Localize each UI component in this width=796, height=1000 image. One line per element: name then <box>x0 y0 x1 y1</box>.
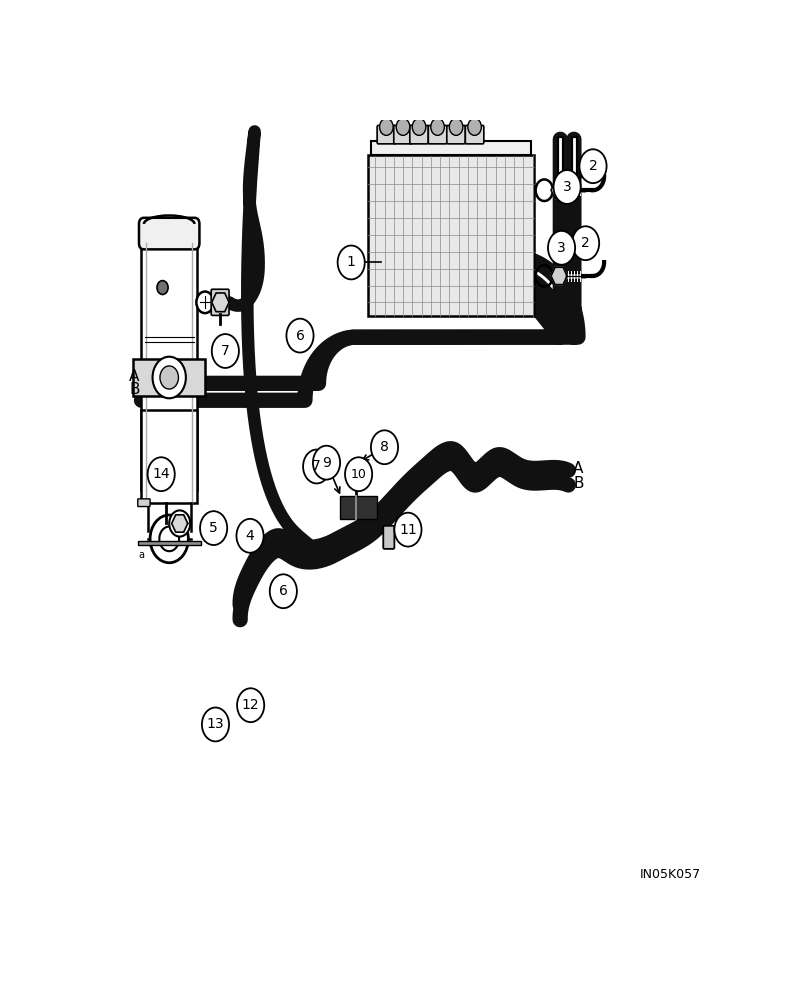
Circle shape <box>371 430 398 464</box>
FancyBboxPatch shape <box>377 125 396 144</box>
FancyBboxPatch shape <box>142 410 197 503</box>
Text: 2: 2 <box>581 236 590 250</box>
FancyBboxPatch shape <box>368 155 534 316</box>
FancyBboxPatch shape <box>447 125 466 144</box>
FancyBboxPatch shape <box>384 526 394 549</box>
Text: 14: 14 <box>152 467 170 481</box>
Text: 5: 5 <box>209 521 218 535</box>
FancyBboxPatch shape <box>466 125 484 144</box>
Text: A: A <box>573 461 583 476</box>
Circle shape <box>202 708 229 741</box>
Circle shape <box>197 292 213 313</box>
Polygon shape <box>551 267 567 285</box>
Circle shape <box>303 450 330 483</box>
Circle shape <box>160 366 178 389</box>
Circle shape <box>449 118 462 135</box>
Circle shape <box>548 231 576 265</box>
Circle shape <box>553 170 581 204</box>
FancyBboxPatch shape <box>394 125 412 144</box>
FancyBboxPatch shape <box>139 218 200 249</box>
Circle shape <box>396 118 410 135</box>
Text: A: A <box>129 369 139 384</box>
Circle shape <box>313 446 340 480</box>
Circle shape <box>147 457 175 491</box>
Circle shape <box>237 688 264 722</box>
Circle shape <box>579 149 607 183</box>
FancyBboxPatch shape <box>371 141 531 155</box>
Circle shape <box>153 357 185 398</box>
Text: B: B <box>129 382 139 397</box>
Circle shape <box>338 246 365 279</box>
Circle shape <box>270 574 297 608</box>
Text: IN05K057: IN05K057 <box>640 868 701 881</box>
Text: 1: 1 <box>347 255 356 269</box>
Text: 4: 4 <box>246 529 255 543</box>
Circle shape <box>170 510 190 537</box>
Circle shape <box>345 457 373 491</box>
Circle shape <box>380 118 393 135</box>
Circle shape <box>236 519 263 553</box>
FancyBboxPatch shape <box>138 499 150 507</box>
Circle shape <box>157 281 168 294</box>
Text: 2: 2 <box>589 159 597 173</box>
FancyBboxPatch shape <box>211 289 229 315</box>
Polygon shape <box>212 293 229 312</box>
FancyBboxPatch shape <box>410 125 428 144</box>
FancyBboxPatch shape <box>340 496 377 519</box>
Circle shape <box>150 515 189 563</box>
Text: 6: 6 <box>279 584 288 598</box>
Circle shape <box>572 226 599 260</box>
Circle shape <box>468 118 482 135</box>
FancyBboxPatch shape <box>142 243 197 490</box>
FancyBboxPatch shape <box>428 125 447 144</box>
Polygon shape <box>551 182 567 199</box>
Polygon shape <box>172 515 188 532</box>
Text: 3: 3 <box>557 241 566 255</box>
Circle shape <box>159 527 179 551</box>
Text: 12: 12 <box>242 698 259 712</box>
Circle shape <box>431 118 444 135</box>
Text: 10: 10 <box>351 468 366 481</box>
FancyBboxPatch shape <box>134 359 205 396</box>
Text: 6: 6 <box>295 329 304 343</box>
Text: 3: 3 <box>563 180 572 194</box>
Text: 13: 13 <box>207 717 224 731</box>
Circle shape <box>212 334 239 368</box>
Text: a: a <box>139 550 144 560</box>
Circle shape <box>287 319 314 353</box>
Text: 7: 7 <box>312 460 321 474</box>
Text: 9: 9 <box>322 456 331 470</box>
FancyBboxPatch shape <box>138 541 201 545</box>
Circle shape <box>412 118 426 135</box>
Text: 7: 7 <box>221 344 230 358</box>
Text: 11: 11 <box>399 523 417 537</box>
Text: 8: 8 <box>380 440 389 454</box>
Text: B: B <box>573 476 583 491</box>
Circle shape <box>200 511 227 545</box>
Circle shape <box>394 513 422 547</box>
Circle shape <box>352 462 359 471</box>
